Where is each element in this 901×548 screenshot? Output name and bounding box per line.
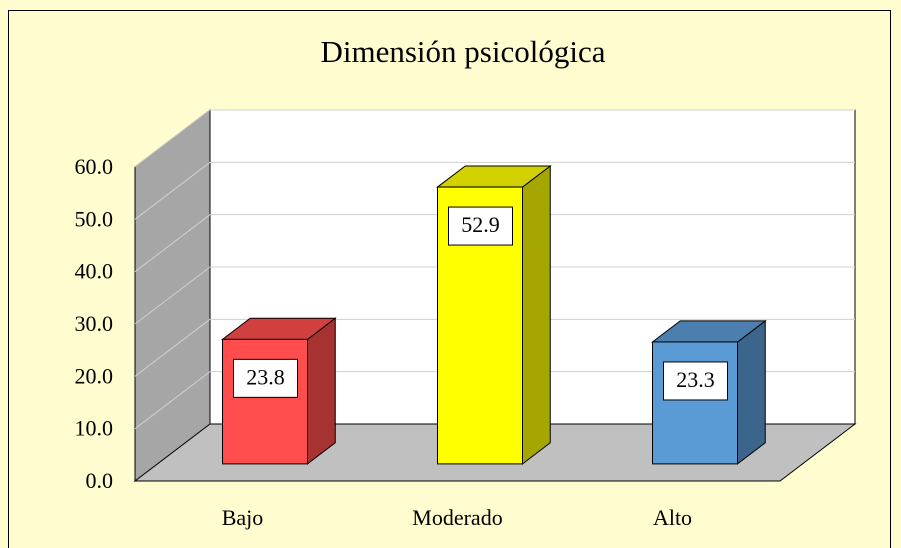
grid-line <box>134 266 211 325</box>
y-tick-label: 30.0 <box>75 311 114 336</box>
bar-side <box>522 164 551 465</box>
value-label: 23.3 <box>676 367 715 392</box>
bar <box>222 338 308 465</box>
grid-line <box>134 371 211 430</box>
y-tick-label: 60.0 <box>75 154 114 179</box>
x-tick-label: Bajo <box>222 505 264 530</box>
x-tick-label: Alto <box>653 505 692 530</box>
y-tick-label: 20.0 <box>75 363 114 388</box>
grid-line <box>134 214 211 273</box>
frame <box>8 10 891 548</box>
y-tick-label: 50.0 <box>75 206 114 231</box>
grid-line <box>134 109 211 168</box>
value-label: 23.8 <box>246 364 285 389</box>
y-tick-label: 10.0 <box>75 416 114 441</box>
x-tick-label: Moderado <box>412 505 502 530</box>
grid-line <box>134 318 211 377</box>
value-label-box <box>448 206 513 246</box>
bar-side <box>307 317 336 465</box>
value-label: 52.9 <box>461 212 500 237</box>
chart-title: Dimensión psicológica <box>321 34 606 69</box>
y-tick-label: 0.0 <box>86 468 114 493</box>
y-tick-label: 40.0 <box>75 259 114 284</box>
value-label-box <box>233 358 298 398</box>
grid-line <box>134 161 211 220</box>
bar <box>652 341 738 465</box>
bar-side <box>737 319 766 465</box>
value-label-box <box>663 361 728 401</box>
